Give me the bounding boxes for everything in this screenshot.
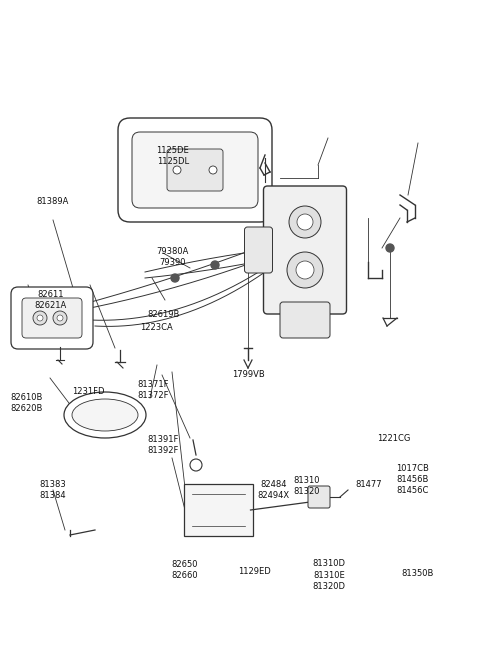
FancyBboxPatch shape: [280, 302, 330, 338]
Circle shape: [386, 244, 394, 252]
FancyBboxPatch shape: [118, 118, 272, 222]
Text: 81310D
81310E
81320D: 81310D 81310E 81320D: [312, 559, 345, 591]
FancyBboxPatch shape: [11, 287, 93, 349]
Text: 81371F
81372F: 81371F 81372F: [137, 381, 168, 400]
FancyBboxPatch shape: [22, 298, 82, 338]
FancyBboxPatch shape: [132, 132, 258, 208]
Circle shape: [57, 315, 63, 321]
Text: 81389A: 81389A: [36, 197, 69, 206]
FancyBboxPatch shape: [183, 484, 252, 536]
Text: 81477: 81477: [355, 480, 382, 489]
Ellipse shape: [72, 399, 138, 431]
FancyBboxPatch shape: [308, 486, 330, 508]
FancyBboxPatch shape: [244, 227, 273, 273]
Circle shape: [190, 459, 202, 471]
Text: 79380A
79390: 79380A 79390: [156, 247, 189, 267]
Text: 1221CG: 1221CG: [377, 434, 410, 443]
Text: 82619B: 82619B: [147, 310, 180, 319]
Text: 81350B: 81350B: [401, 569, 434, 578]
Text: 1799VB: 1799VB: [232, 370, 265, 379]
Text: 82610B
82620B: 82610B 82620B: [10, 393, 43, 413]
Circle shape: [33, 311, 47, 325]
Circle shape: [209, 166, 217, 174]
Text: 82484
82494X: 82484 82494X: [258, 480, 289, 500]
FancyBboxPatch shape: [264, 186, 347, 314]
Circle shape: [173, 166, 181, 174]
Text: 1223CA: 1223CA: [140, 323, 172, 332]
Text: 1129ED: 1129ED: [238, 567, 271, 576]
Text: 82650
82660: 82650 82660: [171, 560, 198, 580]
Circle shape: [211, 261, 219, 269]
Text: 81391F
81392F: 81391F 81392F: [147, 436, 179, 455]
Circle shape: [296, 261, 314, 279]
FancyBboxPatch shape: [167, 149, 223, 191]
Text: 1125DE
1125DL: 1125DE 1125DL: [156, 146, 189, 166]
Text: 1017CB
81456B
81456C: 1017CB 81456B 81456C: [396, 464, 429, 495]
Circle shape: [287, 252, 323, 288]
Text: 81310
81320: 81310 81320: [293, 476, 320, 496]
Text: 81383
81384: 81383 81384: [39, 480, 66, 500]
Circle shape: [289, 206, 321, 238]
Circle shape: [53, 311, 67, 325]
Circle shape: [37, 315, 43, 321]
Text: 82611
82621A: 82611 82621A: [34, 290, 67, 310]
Ellipse shape: [64, 392, 146, 438]
Text: 1231FD: 1231FD: [72, 387, 105, 396]
Circle shape: [297, 214, 313, 230]
Circle shape: [171, 274, 179, 282]
